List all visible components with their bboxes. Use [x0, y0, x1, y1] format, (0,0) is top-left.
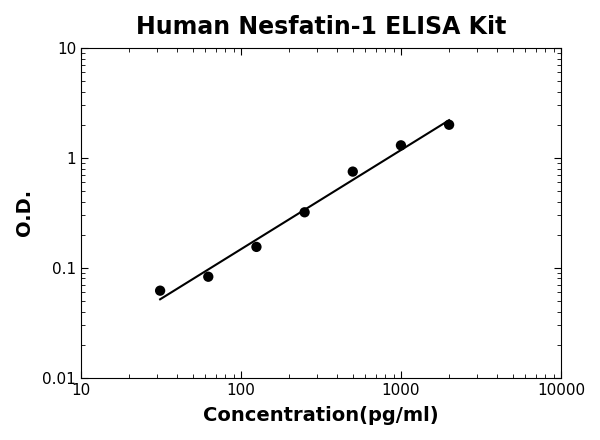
- Title: Human Nesfatin-1 ELISA Kit: Human Nesfatin-1 ELISA Kit: [136, 15, 506, 39]
- Point: [396, 142, 406, 149]
- Point: [203, 273, 213, 280]
- Point: [445, 121, 454, 128]
- Point: [300, 209, 310, 216]
- X-axis label: Concentration(pg/ml): Concentration(pg/ml): [203, 406, 439, 425]
- Y-axis label: O.D.: O.D.: [15, 189, 34, 236]
- Point: [155, 287, 165, 294]
- Point: [348, 168, 358, 175]
- Point: [251, 243, 261, 250]
